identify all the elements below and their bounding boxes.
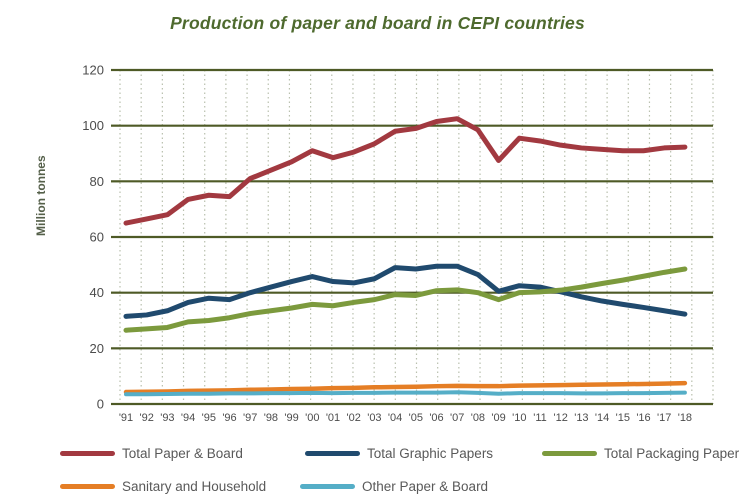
- x-tick-label-04: '04: [388, 412, 402, 424]
- x-tick-label-06: '06: [429, 412, 443, 424]
- series-line-total-graphic-papers: [123, 263, 688, 319]
- x-tick-label-96: '96: [222, 412, 236, 424]
- x-tick-label-02: '02: [347, 412, 361, 424]
- x-tick-label-01: '01: [326, 412, 340, 424]
- y-tick-label-20: 20: [90, 341, 104, 356]
- x-tick-label-13: '13: [574, 412, 588, 424]
- x-tick-label-99: '99: [284, 412, 298, 424]
- x-tick-label-94: '94: [181, 412, 195, 424]
- x-tick-label-91: '91: [119, 412, 133, 424]
- x-tick-label-95: '95: [202, 412, 216, 424]
- y-tick-label-100: 100: [82, 118, 104, 133]
- y-tick-label-0: 0: [97, 397, 104, 412]
- x-tick-label-92: '92: [140, 412, 154, 424]
- y-tick-label-60: 60: [90, 230, 104, 245]
- x-tick-label-93: '93: [160, 412, 174, 424]
- x-tick-label-05: '05: [409, 412, 423, 424]
- x-tick-label-08: '08: [471, 412, 485, 424]
- y-tick-label-80: 80: [90, 174, 104, 189]
- x-tick-label-12: '12: [554, 412, 568, 424]
- x-tick-label-14: '14: [595, 412, 609, 424]
- series-line-total-packaging-paper: [123, 266, 688, 333]
- x-tick-label-07: '07: [450, 412, 464, 424]
- x-tick-label-98: '98: [264, 412, 278, 424]
- x-tick-label-09: '09: [491, 412, 505, 424]
- chart-title: Production of paper and board in CEPI co…: [170, 13, 585, 33]
- y-tick-label-120: 120: [82, 63, 104, 78]
- x-tick-label-16: '16: [636, 412, 650, 424]
- x-tick-label-18: '18: [678, 412, 692, 424]
- x-tick-label-17: '17: [657, 412, 671, 424]
- series-line-other-paper-board: [124, 390, 687, 397]
- x-tick-label-03: '03: [367, 412, 381, 424]
- x-tick-label-15: '15: [616, 412, 630, 424]
- series-line-total-paper-board: [123, 116, 688, 226]
- x-tick-label-10: '10: [512, 412, 526, 424]
- x-tick-label-00: '00: [305, 412, 319, 424]
- x-tick-label-97: '97: [243, 412, 257, 424]
- series-line-sanitary-and-household: [123, 380, 688, 395]
- x-tick-label-11: '11: [533, 412, 547, 424]
- y-tick-label-40: 40: [90, 285, 104, 300]
